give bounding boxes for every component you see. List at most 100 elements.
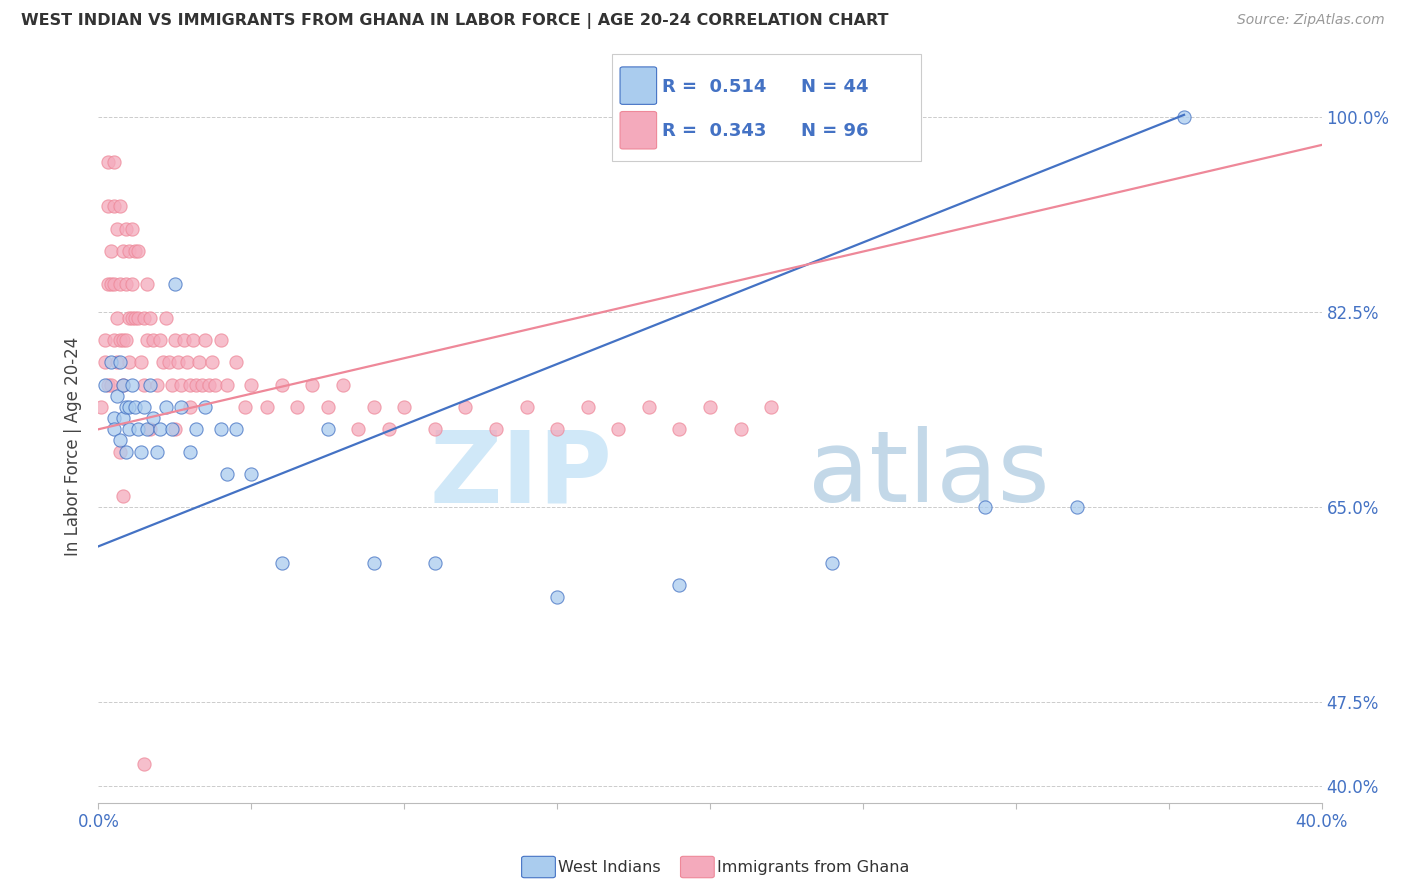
Point [149,422,172,436]
Text: R =  0.343: R = 0.343 [662,122,766,140]
Point [118,422,141,436]
Point [163,422,186,436]
Point [699,400,721,414]
Point [363,400,385,414]
Point [103,277,125,292]
Text: N = 44: N = 44 [801,78,869,95]
Point [160,422,183,436]
Point [149,333,172,347]
Point [179,444,201,458]
Point [105,221,128,235]
Point [111,377,134,392]
Point [111,411,134,425]
Point [115,277,138,292]
Text: ZIP: ZIP [429,426,612,523]
Point [103,333,125,347]
Point [100,277,122,292]
Point [191,377,214,392]
Point [121,277,143,292]
Point [197,377,219,392]
Point [115,444,138,458]
Point [134,377,156,392]
Point [142,333,165,347]
Point [121,377,143,392]
Point [485,422,508,436]
Point [142,411,165,425]
Point [423,556,446,570]
Point [139,422,162,436]
Point [124,310,146,325]
Point [194,400,217,414]
Point [108,199,131,213]
Point [759,400,782,414]
Point [111,244,134,258]
Point [108,277,131,292]
Point [134,400,156,414]
Point [139,310,162,325]
Point [225,355,247,369]
Point [423,422,446,436]
Point [363,556,385,570]
Point [129,355,152,369]
Point [240,377,263,392]
Point [111,333,134,347]
Point [93,377,115,392]
Point [157,355,180,369]
Point [225,422,247,436]
Point [240,467,263,481]
Text: West Indians: West Indians [558,860,661,874]
Point [111,377,134,392]
Point [170,377,193,392]
Point [256,400,278,414]
Point [160,377,183,392]
Point [215,467,238,481]
Point [127,422,149,436]
Point [668,422,690,436]
Point [115,333,138,347]
Point [821,556,844,570]
Point [668,578,690,592]
Text: Immigrants from Ghana: Immigrants from Ghana [717,860,910,874]
Point [155,310,177,325]
Point [285,400,308,414]
Point [454,400,477,414]
Point [103,422,125,436]
Point [186,422,208,436]
Point [607,422,630,436]
Point [516,400,538,414]
Point [301,377,323,392]
Point [108,333,131,347]
Point [103,154,125,169]
Point [179,400,201,414]
Point [179,377,201,392]
Point [167,355,190,369]
Point [118,400,141,414]
Text: atlas: atlas [808,426,1049,523]
Point [188,355,211,369]
Point [97,377,120,392]
Point [316,400,339,414]
Point [127,244,149,258]
Point [105,310,128,325]
Point [136,277,159,292]
Point [200,355,222,369]
Point [134,756,156,771]
Point [209,333,232,347]
Point [181,333,204,347]
Point [215,377,238,392]
Point [139,377,162,392]
Point [103,411,125,425]
Point [209,422,232,436]
Point [173,333,195,347]
Point [270,377,292,392]
Point [637,400,661,414]
Point [93,333,115,347]
Point [90,400,112,414]
Point [97,277,120,292]
Y-axis label: In Labor Force | Age 20-24: In Labor Force | Age 20-24 [65,336,83,556]
Point [152,355,174,369]
Point [332,377,354,392]
Point [93,355,115,369]
Point [378,422,401,436]
Point [392,400,416,414]
